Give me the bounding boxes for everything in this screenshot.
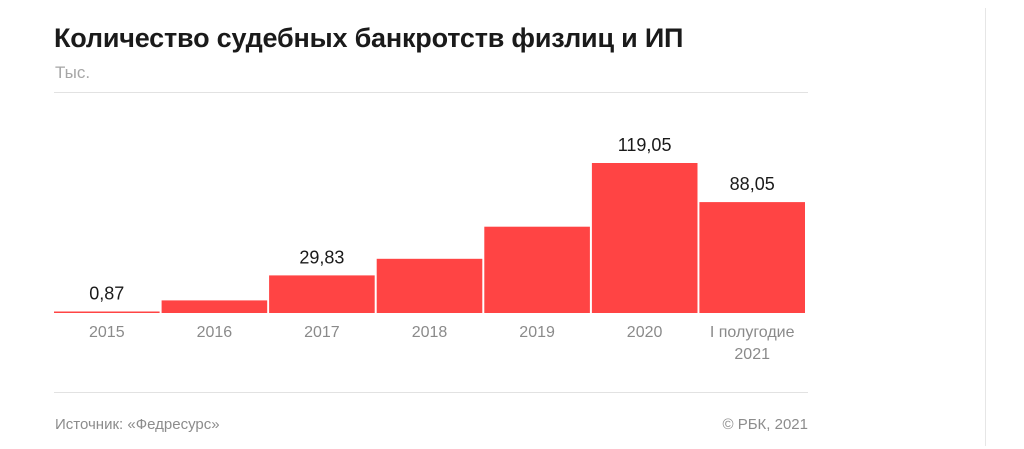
bar-4 [484, 226, 590, 313]
tick-label-3: 2018 [412, 324, 448, 341]
bar-1 [161, 300, 268, 313]
tick-label-6-line-1: 2021 [734, 346, 770, 363]
bottom-divider [54, 392, 808, 393]
value-label-5: 119,05 [618, 135, 672, 155]
tick-label-5: 2020 [627, 324, 663, 341]
tick-label-2: 2017 [304, 324, 340, 341]
copyright-note: © РБК, 2021 [722, 416, 808, 433]
page-edge-divider [985, 8, 986, 446]
tick-label-0: 2015 [89, 324, 125, 341]
tick-label-6-line-0: I полугодие [710, 324, 795, 341]
value-label-2: 29,83 [299, 247, 344, 267]
bar-3 [376, 258, 483, 313]
tick-label-1: 2016 [197, 324, 233, 341]
tick-label-4: 2019 [519, 324, 555, 341]
source-note: Источник: «Федресурс» [55, 416, 220, 433]
bar-2 [269, 275, 375, 313]
top-divider [54, 92, 808, 93]
chart-title: Количество судебных банкротств физлиц и … [54, 23, 684, 53]
value-label-0: 0,87 [89, 284, 124, 304]
bar-6 [699, 202, 805, 313]
unit-label: Тыс. [55, 63, 91, 82]
value-label-6: 88,05 [730, 174, 775, 194]
bar-5 [591, 163, 698, 313]
bar-0 [54, 311, 160, 313]
